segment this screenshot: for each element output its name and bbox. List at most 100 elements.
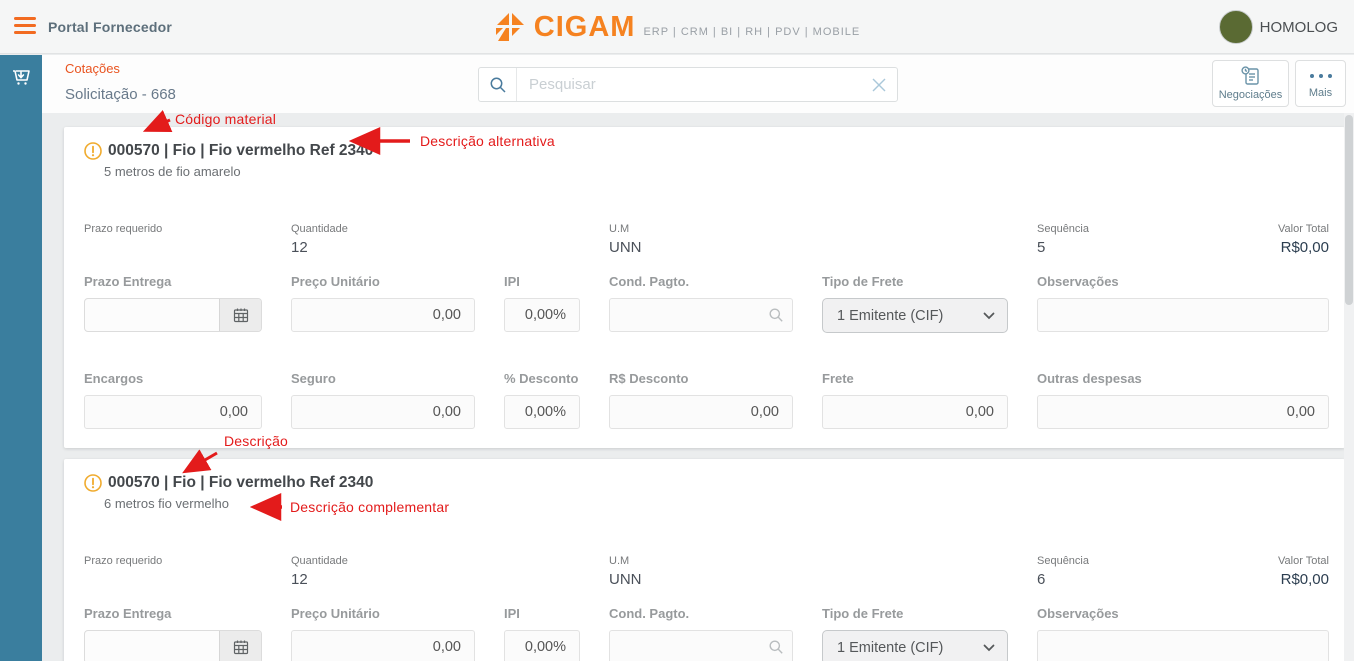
negotiations-label: Negociações	[1218, 89, 1283, 101]
payment-terms-field	[609, 630, 793, 661]
toolbar: Cotações Solicitação - 668 Negociações M…	[42, 55, 1354, 113]
calendar-icon	[233, 640, 248, 655]
field-label: Seguro	[291, 371, 336, 386]
breadcrumb-title[interactable]: Cotações	[65, 61, 120, 76]
observations-input[interactable]	[1037, 298, 1329, 332]
calendar-icon	[233, 308, 248, 323]
ipi-input[interactable]	[504, 630, 580, 661]
item-title: 000570 | Fio | Fio vermelho Ref 2340	[108, 142, 374, 159]
freight-type-value: 1 Emitente (CIF)	[837, 639, 944, 656]
field-label: IPI	[504, 274, 520, 289]
field-label: Prazo Entrega	[84, 274, 172, 289]
freight-input[interactable]	[822, 395, 1008, 429]
field-label: U.M	[609, 223, 630, 235]
calendar-button[interactable]	[219, 299, 261, 331]
search-box	[478, 67, 898, 102]
field-label: Frete	[822, 371, 854, 386]
warning-icon[interactable]	[84, 474, 102, 492]
top-header: Portal Fornecedor CIGAM ERP | CRM | BI |…	[0, 0, 1354, 54]
app-title: Portal Fornecedor	[48, 19, 172, 35]
quantity-value: 12	[291, 571, 308, 588]
calendar-button[interactable]	[219, 631, 261, 661]
field-label: Sequência	[1037, 223, 1089, 235]
field-label: Encargos	[84, 371, 144, 386]
left-sidebar	[0, 55, 42, 661]
observations-input[interactable]	[1037, 630, 1329, 661]
payment-terms-input[interactable]	[609, 298, 793, 332]
field-label: Preço Unitário	[291, 606, 380, 621]
brand-name: CIGAM	[533, 11, 636, 43]
field-label: Preço Unitário	[291, 274, 380, 289]
field-label: Sequência	[1037, 555, 1089, 567]
user-menu[interactable]: HOMOLOG	[1218, 10, 1338, 44]
unit-price-input[interactable]	[291, 298, 475, 332]
item-title: 000570 | Fio | Fio vermelho Ref 2340	[108, 474, 374, 491]
freight-type-select[interactable]: 1 Emitente (CIF)	[822, 298, 1008, 333]
clear-search-icon[interactable]	[861, 68, 897, 101]
field-label: R$ Desconto	[609, 371, 689, 386]
more-dots-icon	[1309, 68, 1332, 84]
field-label: Tipo de Frete	[822, 606, 904, 621]
more-label: Mais	[1308, 87, 1333, 99]
field-label: Quantidade	[291, 555, 348, 567]
discount-percent-input[interactable]	[504, 395, 580, 429]
cart-download-icon	[13, 70, 30, 85]
sequence-value: 5	[1037, 239, 1046, 256]
unit-price-input[interactable]	[291, 630, 475, 661]
field-label: IPI	[504, 606, 520, 621]
field-label: Prazo requerido	[84, 555, 163, 567]
payment-terms-input[interactable]	[609, 630, 793, 661]
chevron-down-icon	[983, 644, 995, 651]
item-complementary-description: 6 metros fio vermelho	[104, 496, 229, 511]
item-complementary-description: 5 metros de fio amarelo	[104, 164, 241, 179]
chevron-down-icon	[983, 312, 995, 319]
discount-value-input[interactable]	[609, 395, 793, 429]
search-icon[interactable]	[479, 68, 517, 101]
ipi-input[interactable]	[504, 298, 580, 332]
user-name: HOMOLOG	[1259, 18, 1338, 36]
search-input[interactable]	[517, 68, 861, 101]
delivery-date-field	[84, 298, 262, 332]
field-label: Tipo de Frete	[822, 274, 904, 289]
payment-terms-field	[609, 298, 793, 332]
scrollbar-thumb[interactable]	[1345, 115, 1353, 305]
brand-tagline: ERP | CRM | BI | RH | PDV | MOBILE	[643, 26, 861, 38]
field-label: Valor Total	[1278, 555, 1329, 567]
negotiations-button[interactable]: Negociações	[1212, 60, 1289, 107]
vertical-scrollbar	[1344, 113, 1354, 661]
unit-value: UNN	[609, 239, 642, 256]
sidebar-item-cotacoes[interactable]	[0, 55, 42, 99]
field-label: % Desconto	[504, 371, 579, 386]
field-label: Cond. Pagto.	[609, 274, 690, 289]
field-label: Prazo requerido	[84, 223, 163, 235]
more-button[interactable]: Mais	[1295, 60, 1346, 107]
warning-icon[interactable]	[84, 142, 102, 160]
charges-input[interactable]	[84, 395, 262, 429]
delivery-date-field	[84, 630, 262, 661]
field-label: Quantidade	[291, 223, 348, 235]
other-expenses-input[interactable]	[1037, 395, 1329, 429]
negotiations-document-clock-icon	[1240, 66, 1259, 85]
freight-type-select[interactable]: 1 Emitente (CIF)	[822, 630, 1008, 661]
annotation-codigo-material: Código material	[175, 111, 277, 127]
avatar	[1218, 10, 1253, 44]
field-label: U.M	[609, 555, 630, 567]
quotation-item-card: 000570 | Fio | Fio vermelho Ref 2340 5 m…	[64, 127, 1345, 448]
quotation-item-card: 000570 | Fio | Fio vermelho Ref 2340 6 m…	[64, 459, 1345, 661]
breadcrumb-subtitle: Solicitação - 668	[65, 86, 176, 103]
freight-type-value: 1 Emitente (CIF)	[837, 307, 944, 324]
field-label: Observações	[1037, 274, 1119, 289]
field-label: Prazo Entrega	[84, 606, 172, 621]
total-value: R$0,00	[1280, 239, 1329, 256]
hamburger-menu-icon[interactable]	[14, 17, 36, 36]
delivery-date-input[interactable]	[85, 631, 219, 661]
field-label: Valor Total	[1278, 223, 1329, 235]
cigam-logo-icon	[495, 13, 524, 41]
delivery-date-input[interactable]	[85, 299, 219, 331]
unit-value: UNN	[609, 571, 642, 588]
field-label: Cond. Pagto.	[609, 606, 690, 621]
insurance-input[interactable]	[291, 395, 475, 429]
brand-logo: CIGAM ERP | CRM | BI | RH | PDV | MOBILE	[0, 0, 1354, 54]
sequence-value: 6	[1037, 571, 1046, 588]
field-label: Observações	[1037, 606, 1119, 621]
